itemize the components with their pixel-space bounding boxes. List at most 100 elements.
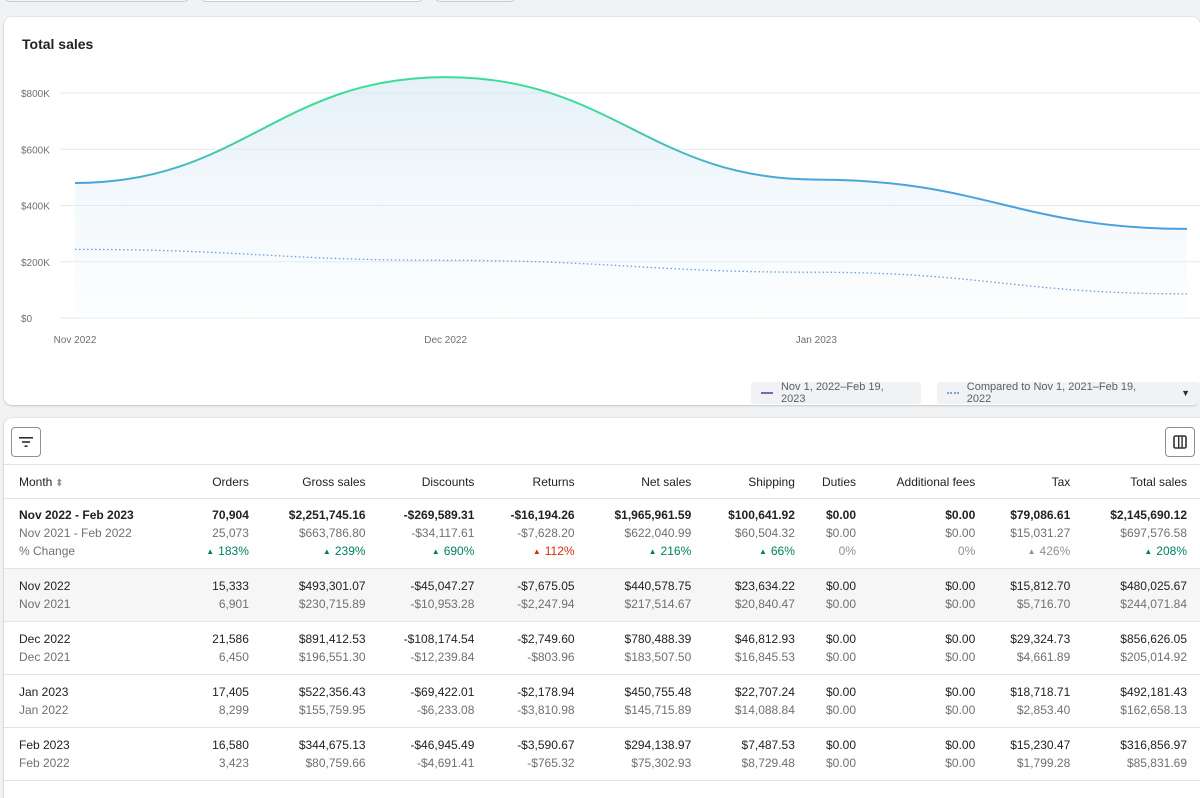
filter-button[interactable] [11,427,41,457]
column-header-tax[interactable]: Tax [988,465,1083,499]
table-cell: $492,181.43 $162,658.13 [1083,675,1200,728]
solid-line-swatch [761,392,773,394]
table-cell: $0.00 $0.00 [869,622,988,675]
previous-value: 6,450 [218,650,249,664]
percent-change: ▲ 216% [648,544,692,558]
table-cell: $22,707.24 $14,088.84 [704,675,808,728]
table-cell: Nov 2022 Nov 2021 [4,569,190,622]
summary-cell: $1,965,961.59 $622,040.99 ▲ 216% [588,499,705,569]
columns-button[interactable] [1165,427,1195,457]
table-cell: $7,487.53 $8,729.48 [704,728,808,781]
table-cell: $0.00 $0.00 [808,675,869,728]
percent-change: ▲ 426% [1027,544,1071,558]
summary-cell: Nov 2022 - Feb 2023 Nov 2021 - Feb 2022 % … [4,499,190,569]
previous-value: $205,014.92 [1120,650,1187,664]
column-header-month[interactable]: Month ⬍ [4,465,190,499]
current-value: $450,755.48 [624,685,692,699]
column-header-additional-fees[interactable]: Additional fees [869,465,988,499]
table-cell: $344,675.13 $80,759.66 [262,728,379,781]
increase-icon: ▲ [431,547,440,556]
previous-value: Feb 2022 [19,756,70,770]
current-value: $23,634.22 [734,579,795,593]
table-row[interactable]: Dec 2022 Dec 2021 21,586 6,450 $891,412.53 $1… [4,622,1200,675]
column-header-total-sales[interactable]: Total sales [1083,465,1200,499]
previous-value: Nov 2021 - Feb 2022 [19,526,132,540]
table-cell: $18,718.71 $2,853.40 [988,675,1083,728]
increase-icon: ▲ [758,547,767,556]
column-header-shipping[interactable]: Shipping [704,465,808,499]
current-value: -$2,749.60 [517,632,575,646]
column-header-discounts[interactable]: Discounts [379,465,488,499]
column-header-gross-sales[interactable]: Gross sales [262,465,379,499]
current-value: $1,965,961.59 [614,508,692,522]
table-row[interactable]: Jan 2023 Jan 2022 17,405 8,299 $522,356.43 $1… [4,675,1200,728]
table-cell: $493,301.07 $230,715.89 [262,569,379,622]
table-cell: $0.00 $0.00 [869,569,988,622]
previous-value: $2,853.40 [1016,703,1071,717]
column-header-net-sales[interactable]: Net sales [588,465,705,499]
top-toolbar [0,0,1200,2]
previous-value: 6,901 [218,597,249,611]
current-value: -$269,589.31 [403,508,475,522]
legend-compared-label: Compared to Nov 1, 2021–Feb 19, 2022 [966,381,1137,405]
previous-value: -$4,691.41 [417,756,475,770]
current-value: $780,488.39 [624,632,692,646]
table-row[interactable]: Nov 2022 Nov 2021 15,333 6,901 $493,301.07 $2… [4,568,1200,622]
previous-value: $145,715.89 [624,703,692,717]
current-value: $0.00 [945,508,976,522]
summary-cell: $2,251,745.16 $663,786.80 ▲ 239% [262,499,379,569]
toolbar-button[interactable] [4,0,190,2]
table-cell: $46,812.93 $16,845.53 [704,622,808,675]
column-header-returns[interactable]: Returns [487,465,587,499]
increase-icon: ▲ [648,547,657,556]
previous-value: $155,759.95 [298,703,366,717]
increase-icon: ▲ [1144,547,1153,556]
column-header-label: Net sales [641,474,692,489]
legend-compared-period[interactable]: Compared to Nov 1, 2021–Feb 19, 2022 ▼ [936,381,1200,405]
column-header-label: Month [19,474,53,489]
table-cell: $0.00 $0.00 [869,675,988,728]
previous-value: -$803.96 [527,650,575,664]
summary-cell: $2,145,690.12 $697,576.58 ▲ 208% [1083,499,1200,569]
previous-value: $196,551.30 [298,650,366,664]
increase-icon: ▲ [1027,547,1036,556]
previous-value: $183,507.50 [624,650,692,664]
y-tick-label: $600K [21,145,50,156]
previous-value: $0.00 [945,650,976,664]
current-value: $0.00 [825,738,857,752]
current-value: -$108,174.54 [403,632,475,646]
sort-icon[interactable]: ⬍ [52,477,64,489]
previous-value: Nov 2021 [19,597,71,611]
toolbar-date-picker[interactable] [200,0,424,2]
table-row[interactable]: Feb 2023 Feb 2022 16,580 3,423 $344,675.13 $8… [4,728,1200,781]
table-cell: $0.00 $0.00 [808,569,869,622]
increase-icon: ▲ [206,547,215,556]
previous-value: -$6,233.08 [417,703,475,717]
table-cell: Feb 2023 Feb 2022 [4,728,190,781]
summary-cell: $79,086.61 $15,031.27 ▲ 426% [988,499,1083,569]
previous-value: $0.00 [945,597,976,611]
column-header-duties[interactable]: Duties [808,465,869,499]
previous-value: -$2,247.94 [517,597,575,611]
current-value: $15,230.47 [1010,738,1071,752]
previous-value: -$12,239.84 [410,650,475,664]
current-value: $856,626.05 [1120,632,1187,646]
current-value: Jan 2023 [19,685,69,699]
previous-value: $0.00 [945,756,976,770]
current-series-area [75,77,1187,318]
sales-table: Month ⬍ Orders Gross sales Discounts Returns… [4,464,1200,781]
previous-value: $663,786.80 [298,526,366,540]
current-value: $18,718.71 [1010,685,1071,699]
current-value: $0.00 [945,632,976,646]
legend-current-period[interactable]: Nov 1, 2022–Feb 19, 2023 [751,381,921,405]
percent-change: 0% [957,544,976,558]
current-series-line [74,76,1188,230]
y-tick-label: $200K [21,258,50,269]
current-value: 17,405 [212,685,249,699]
summary-cell: $0.00 $0.00 0% [869,499,988,569]
caret-down-icon[interactable]: ▼ [1181,388,1190,398]
previous-value: $0.00 [825,526,857,540]
column-header-orders[interactable]: Orders [190,465,262,499]
percent-change: ▲ 208% [1144,544,1187,558]
toolbar-button[interactable] [434,0,516,2]
